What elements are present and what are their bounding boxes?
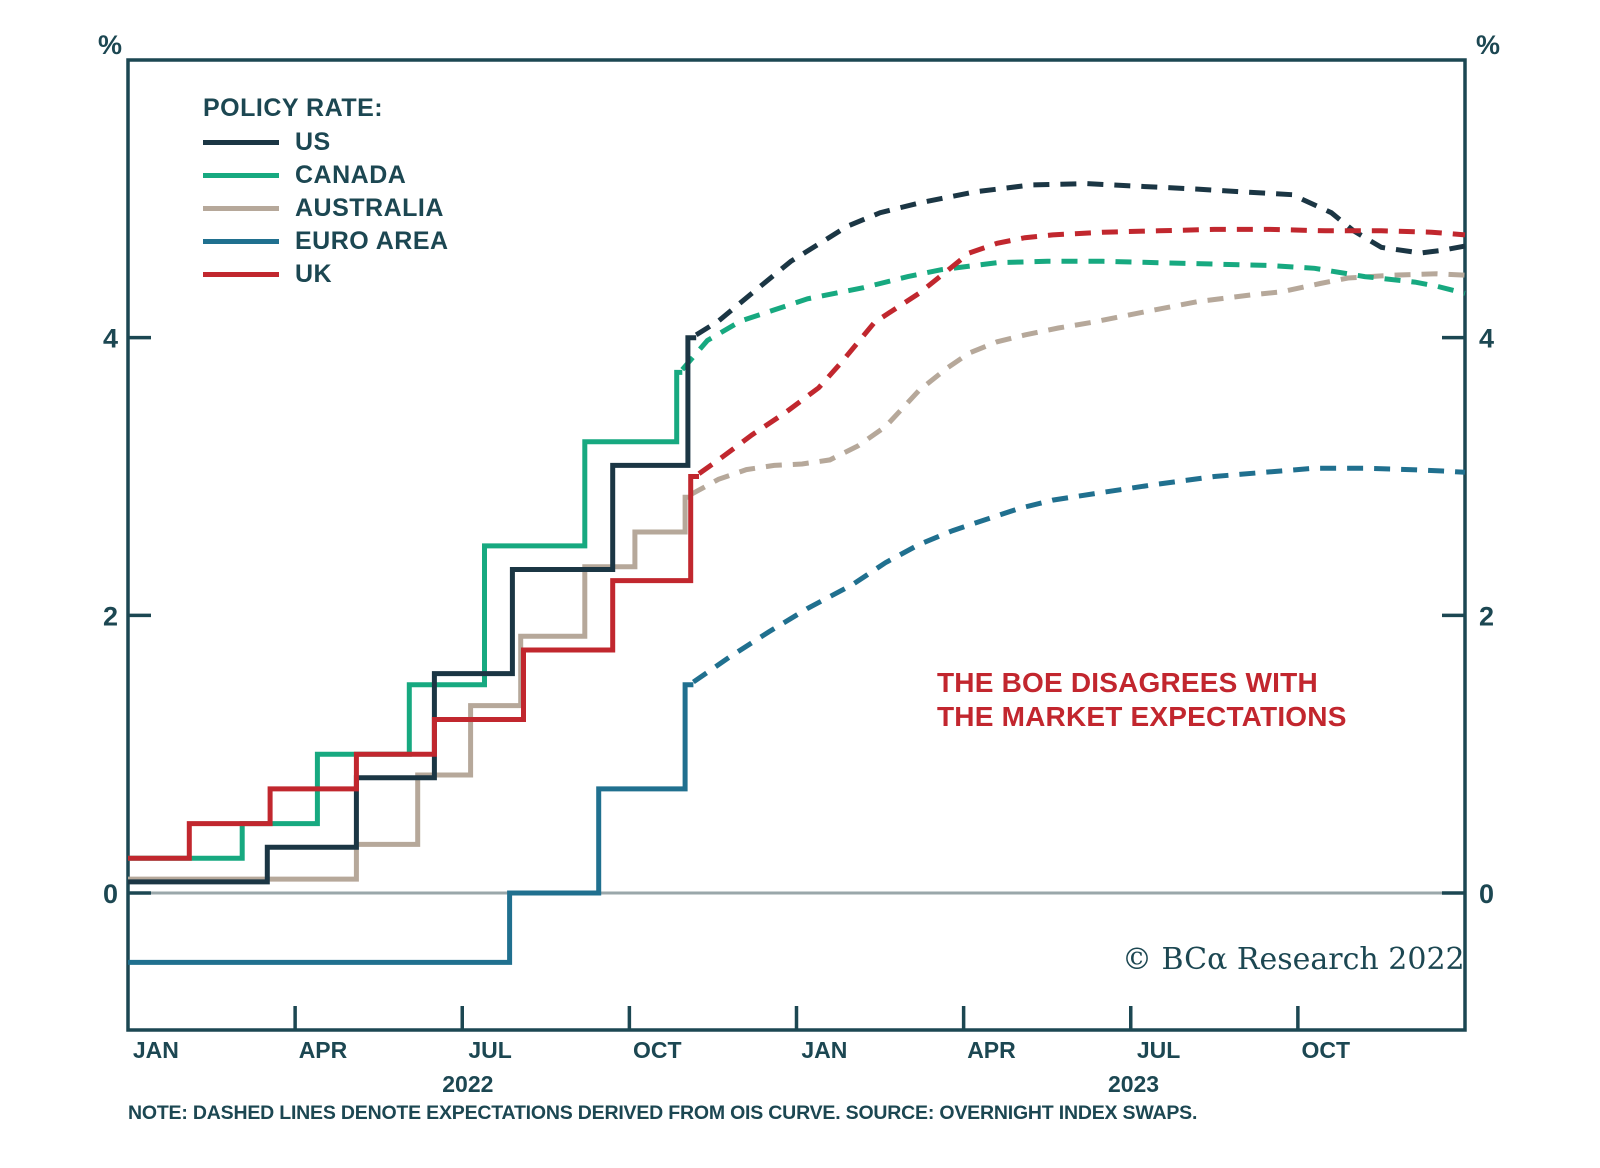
source-note: NOTE: DASHED LINES DENOTE EXPECTATIONS D… [128, 1102, 1198, 1124]
legend: POLICY RATE: US CANADA AUSTRALIA EURO AR… [203, 94, 449, 291]
legend-row-us: US [203, 126, 449, 159]
legend-row-australia: AUSTRALIA [203, 192, 449, 225]
x-axis-label: APR [967, 1037, 1016, 1063]
series-canada-solid [128, 369, 683, 861]
legend-title: POLICY RATE: [203, 94, 384, 122]
y-tick-label-right: 4 [1479, 324, 1494, 354]
x-axis-label: JUL [1137, 1037, 1180, 1063]
legend-row-euro-area: EURO AREA [203, 225, 449, 258]
y-axis-unit-left: % [97, 30, 122, 60]
series-euro-area-dashed [691, 465, 1466, 685]
series-us-dashed [694, 181, 1466, 338]
series-uk-solid [128, 474, 699, 861]
series-uk-dashed [697, 226, 1466, 476]
legend-label-canada: CANADA [295, 161, 407, 189]
annotation-line-2: THE MARKET EXPECTATIONS [937, 701, 1347, 732]
legend-swatch-canada [203, 173, 279, 178]
series-euro-area-solid [128, 682, 694, 965]
legend-row-canada: CANADA [203, 159, 449, 192]
year-label: 2022 [442, 1071, 493, 1097]
legend-swatch-uk [203, 272, 279, 277]
copyright: © BCα Research 2022 [1122, 942, 1465, 977]
series-australia-solid [128, 494, 691, 882]
legend-swatch-euro-area [203, 239, 279, 244]
x-axis-label: OCT [633, 1037, 682, 1063]
x-axis-label: OCT [1301, 1037, 1350, 1063]
x-axis-label: JAN [133, 1037, 179, 1063]
legend-row-uk: UK [203, 258, 449, 291]
legend-label-euro-area: EURO AREA [295, 227, 449, 255]
x-axis-label: JAN [801, 1037, 847, 1063]
series-canada-dashed [680, 258, 1466, 372]
legend-swatch-australia [203, 206, 279, 211]
y-tick-label-left: 2 [103, 601, 118, 631]
year-label: 2023 [1108, 1071, 1159, 1097]
y-tick-label-left: 0 [103, 879, 118, 909]
y-tick-label-right: 2 [1479, 601, 1494, 631]
annotation-line-1: THE BOE DISAGREES WITH [937, 667, 1318, 698]
y-tick-label-left: 4 [103, 324, 118, 354]
series-australia-dashed [689, 271, 1466, 497]
x-axis-label: APR [299, 1037, 348, 1063]
legend-label-uk: UK [295, 260, 333, 288]
x-axis-label: JUL [468, 1037, 511, 1063]
legend-swatch-us [203, 140, 279, 145]
legend-label-us: US [295, 128, 331, 156]
legend-label-australia: AUSTRALIA [295, 194, 444, 222]
y-axis-unit-right: % [1475, 30, 1500, 60]
annotation: THE BOE DISAGREES WITH THE MARKET EXPECT… [937, 666, 1347, 734]
series-us-solid [128, 335, 697, 885]
y-tick-label-right: 0 [1479, 879, 1494, 909]
